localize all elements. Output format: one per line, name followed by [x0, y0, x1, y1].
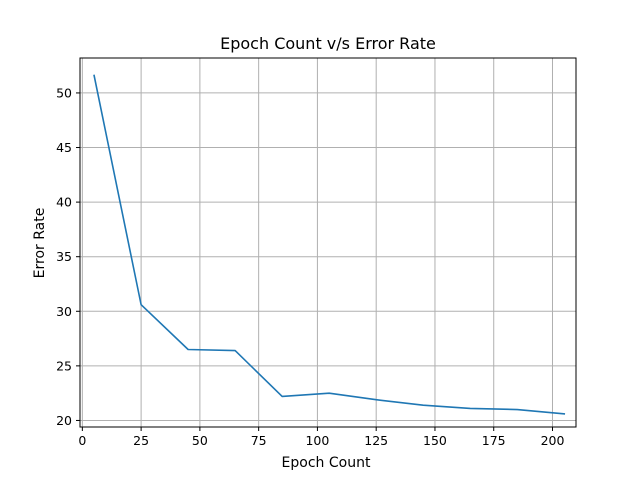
series-line — [93, 74, 566, 415]
y-tick-label: 50 — [56, 85, 72, 100]
x-tick-label: 0 — [78, 433, 86, 448]
y-tick-label: 40 — [56, 195, 72, 210]
y-tick-label: 45 — [56, 140, 72, 155]
x-tick-label: 100 — [305, 433, 329, 448]
x-axis-label: Epoch Count — [282, 455, 371, 471]
x-axis-ticks: 0 25 50 75 100 125 150 175 200 — [78, 427, 564, 448]
y-tick-label: 30 — [56, 304, 72, 319]
y-axis-label: Error Rate — [32, 208, 48, 279]
x-tick-label: 25 — [133, 433, 149, 448]
x-tick-label: 150 — [423, 433, 447, 448]
y-axis-ticks: 20 25 30 35 40 45 50 — [56, 85, 80, 428]
y-tick-label: 20 — [56, 413, 72, 428]
y-tick-label: 35 — [56, 249, 72, 264]
x-tick-label: 50 — [192, 433, 208, 448]
x-tick-label: 125 — [364, 433, 388, 448]
x-tick-label: 75 — [251, 433, 267, 448]
grid — [80, 58, 576, 427]
x-tick-label: 200 — [541, 433, 565, 448]
y-tick-label: 25 — [56, 358, 72, 373]
series-layer — [93, 74, 566, 415]
chart-title: Epoch Count v/s Error Rate — [220, 34, 436, 53]
plot-frame — [79, 57, 577, 428]
x-tick-label: 175 — [482, 433, 506, 448]
